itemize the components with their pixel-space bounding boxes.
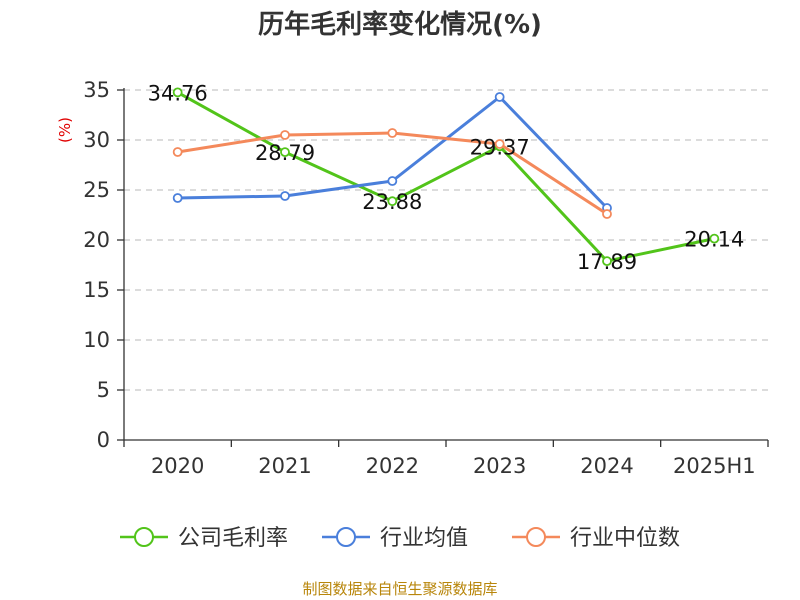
data-point [602, 256, 612, 267]
x-tick-label: 2025H1 [673, 454, 756, 478]
x-tick-label: 2021 [258, 454, 311, 478]
data-point [280, 147, 290, 158]
series-line [176, 91, 715, 263]
legend-marker [526, 527, 546, 547]
y-tick-label: 10 [83, 328, 110, 352]
data-label: 28.79 [255, 141, 315, 165]
x-tick-label: 2024 [580, 454, 633, 478]
data-label: 20.14 [684, 228, 744, 252]
legend: 公司毛利率 行业均值 行业中位数 [120, 526, 680, 551]
legend-label: 公司毛利率 [178, 526, 288, 551]
axes: 0 5 10 15 20 25 30 35 (%) 2020 2021 2022 2023 2024 202… [56, 78, 769, 478]
source-note: 制图数据来自恒生聚源数据库 [302, 580, 498, 598]
y-tick-label: 20 [83, 228, 110, 252]
data-point [280, 191, 290, 201]
legend-marker [134, 527, 154, 547]
legend-label: 行业均值 [380, 526, 468, 551]
grid-lines [124, 89, 768, 391]
series-lines [172, 87, 720, 267]
x-tick-label: 2022 [366, 454, 419, 478]
data-label: 29.37 [470, 135, 530, 159]
x-tick-label: 2023 [473, 454, 526, 478]
data-point [709, 233, 720, 244]
data-point [494, 139, 505, 149]
legend-marker [336, 527, 356, 547]
data-point [387, 196, 398, 207]
data-labels: 34.76 28.79 23.88 29.37 17.89 20.14 [148, 81, 745, 274]
y-tick-label: 5 [97, 378, 110, 402]
data-point [172, 147, 183, 157]
data-point [494, 92, 505, 102]
chart-title: 历年毛利率变化情况(%) [258, 10, 542, 40]
data-label: 17.89 [577, 250, 637, 274]
data-point [387, 176, 398, 186]
y-tick-label: 0 [97, 428, 110, 452]
y-tick-label: 35 [83, 78, 110, 102]
data-point [172, 87, 183, 98]
data-label: 23.88 [362, 190, 422, 214]
data-point [387, 128, 398, 138]
data-point [602, 209, 612, 219]
y-tick-label: 30 [83, 128, 110, 152]
y-tick-label: 15 [83, 278, 110, 302]
data-label: 34.76 [148, 81, 208, 105]
data-point [280, 130, 290, 140]
y-tick-label: 25 [83, 178, 110, 202]
y-axis-label: (%) [56, 117, 74, 143]
legend-label: 行业中位数 [570, 526, 680, 551]
data-point [172, 193, 183, 203]
x-tick-label: 2020 [151, 454, 204, 478]
